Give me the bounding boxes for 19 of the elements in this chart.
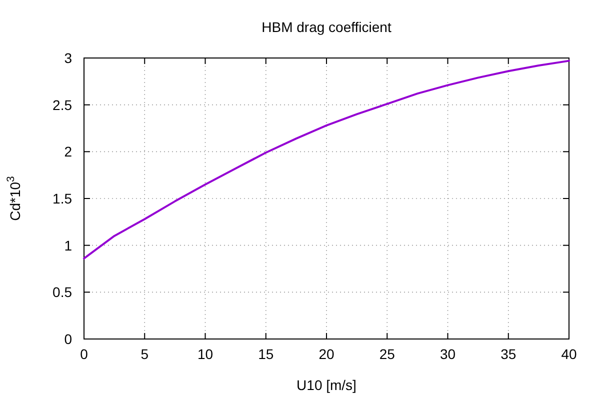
y-tick-label: 1.5 <box>52 190 72 206</box>
x-tick-label: 40 <box>561 346 577 362</box>
y-tick-label: 0 <box>64 331 72 347</box>
x-tick-label: 35 <box>500 346 516 362</box>
line-series <box>83 60 570 260</box>
x-tick-label: 0 <box>80 346 88 362</box>
y-tick-label: 2 <box>64 144 72 160</box>
x-tick-label: 20 <box>318 346 334 362</box>
y-tick-label: 1 <box>64 237 72 254</box>
y-tick-label: 2.5 <box>52 96 72 113</box>
x-axis-title: U10 [m/s] <box>296 377 356 393</box>
y-tick-label: 3 <box>64 50 72 66</box>
x-tick-label: 15 <box>258 346 274 362</box>
x-tick-label: 5 <box>140 346 149 362</box>
x-tick-label: 10 <box>197 346 214 362</box>
x-tick-label: 25 <box>379 346 396 362</box>
y-tick-label: 0.5 <box>52 284 72 300</box>
chart-title: HBM drag coefficient <box>262 19 392 35</box>
x-tick-label: 30 <box>440 346 456 362</box>
